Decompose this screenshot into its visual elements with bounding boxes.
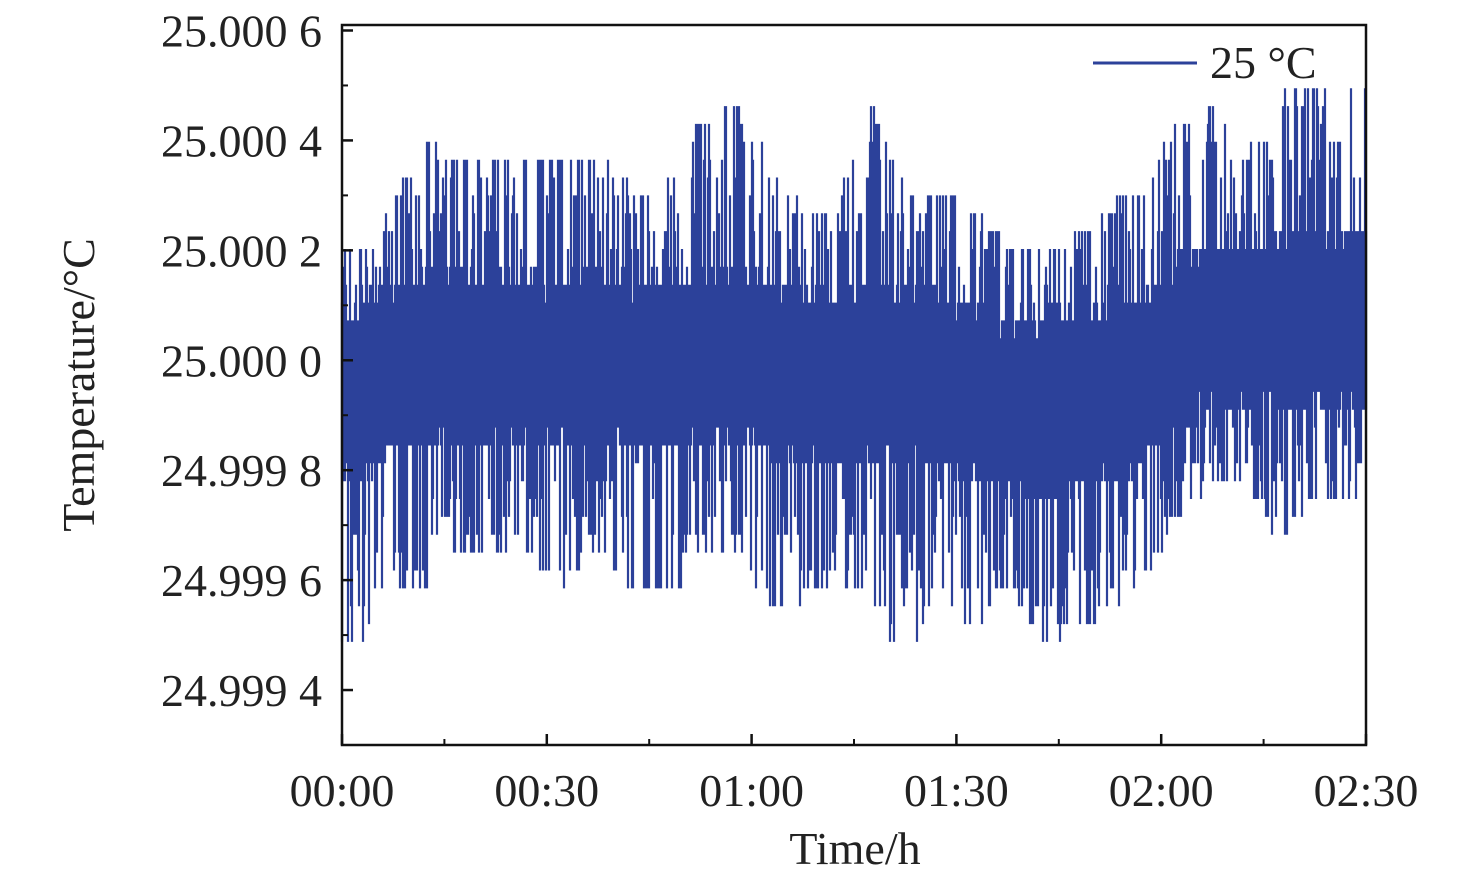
y-tick-label: 24.999 8 xyxy=(161,445,322,496)
y-axis: 25.000 6 25.000 4 25.000 2 25.000 0 24.999 8… xyxy=(161,5,353,746)
legend: 25 °C xyxy=(1093,37,1317,88)
y-tick-label: 25.000 6 xyxy=(161,5,322,56)
x-tick-label: 02:30 xyxy=(1314,765,1419,816)
y-tick-label: 25.000 4 xyxy=(161,115,322,166)
x-axis: 00:00 00:30 01:00 01:30 02:00 02:30 xyxy=(290,734,1419,816)
x-tick-label: 02:00 xyxy=(1109,765,1214,816)
y-tick-label: 24.999 4 xyxy=(161,665,322,716)
y-axis-label: Temperature/°C xyxy=(53,238,104,532)
series-line-25c xyxy=(340,88,1368,642)
x-tick-label: 01:30 xyxy=(904,765,1009,816)
x-tick-label: 00:00 xyxy=(290,765,395,816)
x-tick-label: 00:30 xyxy=(494,765,599,816)
series-trace xyxy=(340,88,1368,642)
x-tick-label: 01:00 xyxy=(699,765,804,816)
y-tick-label: 25.000 2 xyxy=(161,225,322,276)
y-tick-label: 24.999 6 xyxy=(161,555,322,606)
x-axis-label: Time/h xyxy=(789,823,920,874)
y-tick-label: 25.000 0 xyxy=(161,335,322,386)
legend-label: 25 °C xyxy=(1210,37,1317,88)
